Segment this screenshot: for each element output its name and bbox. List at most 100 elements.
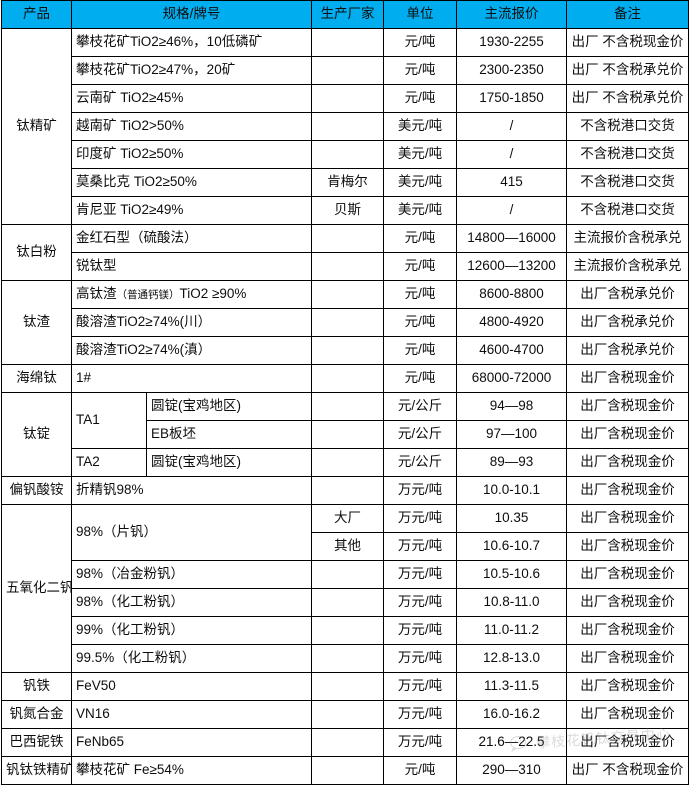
maker-cell-big-factory: 大厂 bbox=[311, 504, 385, 533]
remark-cell: 主流报价含税承兑 bbox=[566, 252, 689, 281]
unit-cell: 万元/吨 bbox=[383, 560, 458, 589]
spec-cell: 锐钛型 bbox=[70, 252, 313, 281]
price-cell: 12600—13200 bbox=[456, 252, 568, 281]
unit-cell: 美元/吨 bbox=[383, 112, 458, 141]
price-cell: 12.8-13.0 bbox=[456, 644, 568, 673]
unit-cell: 元/吨 bbox=[383, 56, 458, 85]
unit-cell: 元/吨 bbox=[383, 28, 458, 57]
maker-cell bbox=[311, 336, 385, 365]
table-row: 钒氮合金 VN16 万元/吨 16.0-16.2 出厂含税现金价 bbox=[1, 700, 689, 729]
unit-cell: 元/公斤 bbox=[383, 392, 458, 421]
table-row: 钒钛铁精矿 攀枝花矿 Fe≥54% 元/吨 290—310 出厂 不含税现金价 bbox=[1, 756, 689, 785]
unit-cell: 万元/吨 bbox=[383, 644, 458, 673]
spec-cell: 云南矿 TiO2≥45% bbox=[70, 84, 313, 113]
header-spec: 规格/牌号 bbox=[70, 0, 313, 29]
spec-cell: VN16 bbox=[70, 700, 313, 729]
product-cell-titanium-ingot: 钛锭 bbox=[1, 392, 72, 477]
price-cell: 4800-4920 bbox=[456, 308, 568, 337]
unit-cell: 元/吨 bbox=[383, 280, 458, 309]
price-cell: 8600-8800 bbox=[456, 280, 568, 309]
maker-cell bbox=[311, 252, 385, 281]
spec-cell: 98%（片钒） bbox=[70, 504, 313, 561]
remark-cell: 出厂含税承兑价 bbox=[566, 336, 689, 365]
price-cell: 11.0-11.2 bbox=[456, 616, 568, 645]
remark-cell: 出厂含税现金价 bbox=[566, 420, 689, 449]
unit-cell: 元/吨 bbox=[383, 84, 458, 113]
product-cell-vanadium-titanium-iron-concentrate: 钒钛铁精矿 bbox=[1, 756, 72, 785]
unit-cell: 万元/吨 bbox=[383, 476, 458, 505]
table-row: 98%（冶金粉钒） 万元/吨 10.5-10.6 出厂含税现金价 bbox=[2, 560, 689, 589]
product-cell-vanadium-pentoxide: 五氧化二钒 bbox=[1, 504, 72, 673]
header-price: 主流报价 bbox=[456, 0, 568, 29]
remark-cell: 出厂含税现金价 bbox=[566, 644, 689, 673]
product-cell-titanium-slag: 钛渣 bbox=[1, 280, 72, 365]
table-row: 肯尼亚 TiO2≥49% 贝斯 美元/吨 / 不含税港口交货 bbox=[2, 196, 689, 225]
spec-cell: 99%（化工粉钒） bbox=[70, 616, 313, 645]
spec-cell: 圆锭(宝鸡地区) bbox=[145, 448, 313, 477]
price-cell: 14800—16000 bbox=[456, 224, 568, 253]
product-cell-sponge-titanium: 海绵钛 bbox=[1, 364, 72, 393]
unit-cell: 万元/吨 bbox=[383, 532, 458, 561]
header-remark: 备注 bbox=[566, 0, 689, 29]
unit-cell: 万元/吨 bbox=[383, 672, 458, 701]
spec-cell: 折精钒98% bbox=[70, 476, 313, 505]
maker-cell bbox=[311, 392, 385, 421]
table-row: 云南矿 TiO2≥45% 元/吨 1750-1850 出厂 不含税承兑价 bbox=[2, 84, 689, 113]
remark-cell: 主流报价含税承兑 bbox=[566, 224, 689, 253]
remark-cell: 出厂 不含税承兑价 bbox=[566, 56, 689, 85]
maker-cell bbox=[311, 448, 385, 477]
table-row: 钒铁 FeV50 万元/吨 11.3-11.5 出厂含税现金价 bbox=[1, 672, 689, 701]
header-manufacturer: 生产厂家 bbox=[311, 0, 385, 29]
remark-cell: 出厂含税现金价 bbox=[566, 532, 689, 561]
remark-cell: 出厂 不含税现金价 bbox=[566, 756, 689, 785]
price-cell: 1930-2255 bbox=[456, 28, 568, 57]
maker-cell bbox=[311, 28, 385, 57]
spec-cell-high-titanium-slag: 高钛渣（普通钙镁）TiO2 ≥90% bbox=[70, 280, 313, 309]
table-row: 五氧化二钒 98%（片钒） 大厂 万元/吨 10.35 出厂含税现金价 bbox=[1, 504, 689, 673]
table-row: 98%（化工粉钒） 万元/吨 10.8-11.0 出厂含税现金价 bbox=[2, 588, 689, 617]
remark-cell: 出厂含税现金价 bbox=[566, 616, 689, 645]
maker-cell bbox=[311, 224, 385, 253]
spec-cell: 金红石型（硫酸法） bbox=[70, 224, 313, 253]
price-cell: 10.5-10.6 bbox=[456, 560, 568, 589]
table-row: 酸溶渣TiO2≥74%(滇） 元/吨 4600-4700 出厂含税承兑价 bbox=[2, 336, 689, 365]
price-cell: 16.0-16.2 bbox=[456, 700, 568, 729]
unit-cell: 万元/吨 bbox=[383, 700, 458, 729]
price-cell: 10.0-10.1 bbox=[456, 476, 568, 505]
price-cell: / bbox=[456, 140, 568, 169]
spec-cell: 酸溶渣TiO2≥74%(滇） bbox=[70, 336, 313, 365]
spec-cell: FeV50 bbox=[70, 672, 313, 701]
price-cell: 94—98 bbox=[456, 392, 568, 421]
spec-cell: 98%（冶金粉钒） bbox=[70, 560, 313, 589]
maker-cell bbox=[311, 644, 385, 673]
price-cell: 4600-4700 bbox=[456, 336, 568, 365]
spec-cell: 圆锭(宝鸡地区) bbox=[145, 392, 313, 421]
spec-cell: 攀枝花矿 Fe≥54% bbox=[70, 756, 313, 785]
table-row: 钛精矿 攀枝花矿TiO2≥46%，10低磷矿 元/吨 1930-2255 出厂 … bbox=[1, 28, 689, 225]
spec-cell: 攀枝花矿TiO2≥47%，20矿 bbox=[70, 56, 313, 85]
spec-cell: 肯尼亚 TiO2≥49% bbox=[70, 196, 313, 225]
table-header: 产品 规格/牌号 生产厂家 单位 主流报价 备注 bbox=[1, 0, 689, 29]
remark-cell: 出厂含税现金价 bbox=[566, 392, 689, 421]
grade-cell-ta2: TA2 bbox=[71, 448, 147, 477]
unit-cell: 元/吨 bbox=[383, 336, 458, 365]
remark-cell: 出厂含税现金价 bbox=[566, 448, 689, 477]
remark-cell: 不含税港口交货 bbox=[566, 112, 689, 141]
price-cell: 10.8-11.0 bbox=[456, 588, 568, 617]
maker-cell bbox=[311, 308, 385, 337]
maker-cell bbox=[311, 56, 385, 85]
maker-cell bbox=[311, 84, 385, 113]
product-cell-ammonium-metavanadate: 偏钒酸铵 bbox=[1, 476, 72, 505]
table-body: 钛精矿 攀枝花矿TiO2≥46%，10低磷矿 元/吨 1930-2255 出厂 … bbox=[1, 28, 689, 785]
remark-cell: 出厂含税现金价 bbox=[566, 700, 689, 729]
price-cell: 11.3-11.5 bbox=[456, 672, 568, 701]
remark-cell: 出厂 不含税现金价 bbox=[566, 28, 689, 57]
maker-cell bbox=[311, 364, 385, 393]
unit-cell: 美元/吨 bbox=[383, 196, 458, 225]
maker-cell bbox=[311, 420, 385, 449]
spec-cell: 越南矿 TiO2>50% bbox=[70, 112, 313, 141]
remark-cell: 出厂含税现金价 bbox=[566, 504, 689, 533]
table-row: 钛锭 TA1 圆锭(宝鸡地区) 元/公斤 94—98 出厂含税现金价 bbox=[1, 392, 689, 477]
